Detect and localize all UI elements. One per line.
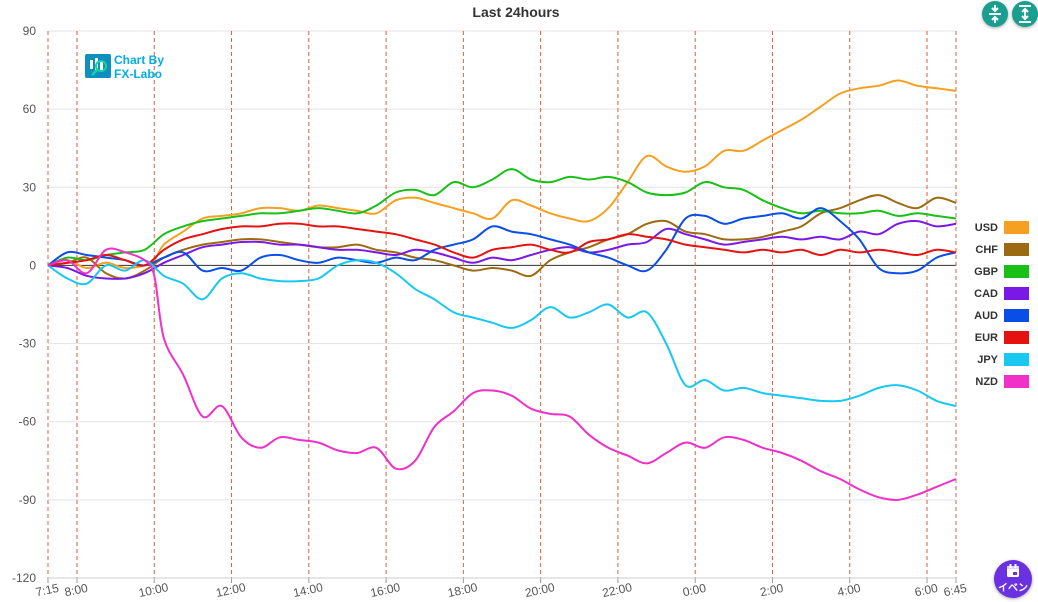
series-line-eur [47,222,957,267]
legend-label-nzd: NZD [975,376,998,388]
expand-vertical-button[interactable] [1012,1,1038,27]
expand-vertical-icon [1019,5,1031,23]
x-tick-label: 6:00 [913,581,939,600]
x-tick-label: 16:00 [369,580,402,600]
x-tick-label: 6:45 [942,581,968,600]
y-tick-label: -30 [19,337,37,351]
legend-swatch-eur [1004,331,1029,344]
y-tick-label: 0 [29,258,36,272]
legend-swatch-jpy [1004,353,1029,366]
y-axis: 90 60 30 0 -30 -60 -90 -120 [12,24,36,585]
x-tick-label: 0:00 [681,581,707,600]
chart-lines [47,79,957,501]
logo-line2: FX-Labo [114,67,162,81]
x-tick-label: 22:00 [601,580,634,600]
logo-magnifier-handle [91,69,98,76]
legend-swatch-usd [1004,221,1029,234]
series-line-gbp [47,168,957,267]
series-line-nzd [47,247,957,501]
event-calendar-button[interactable]: イベン [994,560,1032,598]
logo-magnifier-icon [95,60,107,72]
x-tick-label: 14:00 [292,580,325,600]
y-tick-label: -60 [19,415,37,429]
legend-label-eur: EUR [975,332,998,344]
logo-bar-icon [100,62,103,70]
legend-label-jpy: JPY [977,354,998,366]
compress-vertical-icon [989,5,1001,23]
legend-label-chf: CHF [975,244,998,256]
x-tick-label: 10:00 [137,580,170,600]
legend-swatch-cad [1004,287,1029,300]
legend-swatch-gbp [1004,265,1029,278]
y-tick-label: 90 [23,24,37,38]
y-tick-label: 60 [23,102,37,116]
legend-swatch-nzd [1004,375,1029,388]
legend-label-aud: AUD [974,310,998,322]
x-tick-label: 7:15 [34,581,60,600]
x-tick-label: 2:00 [759,581,785,600]
legend-swatch-chf [1004,243,1029,256]
series-line-usd [47,79,957,270]
series-line-cad [47,220,957,280]
series-line-chf [47,194,957,280]
chart-legend: USD CHF GBP CAD AUD EUR JPY NZD [974,221,1029,388]
chart-grid [47,30,957,579]
calendar-icon [1007,564,1019,577]
compress-vertical-button[interactable] [982,1,1008,27]
legend-label-usd: USD [975,222,998,234]
x-tick-label: 12:00 [215,580,248,600]
y-tick-label: 30 [23,180,37,194]
x-tick-label: 18:00 [446,580,479,600]
series-line-jpy [47,259,957,408]
logo-bar-icon [90,60,93,69]
x-tick-label: 20:00 [524,580,557,600]
series-line-aud [47,207,957,275]
legend-swatch-aud [1004,309,1029,322]
x-axis: 7:15 8:00 10:00 12:00 14:00 16:00 18:00 20:00 22… [34,577,968,600]
legend-label-gbp: GBP [974,266,998,278]
fx-labo-logo: Chart By FX-Labo [85,53,164,81]
legend-label-cad: CAD [974,288,998,300]
logo-line1: Chart By [114,53,164,67]
x-tick-label: 4:00 [836,581,862,600]
y-tick-label: -90 [19,493,37,507]
chart-title: Last 24hours [472,4,559,20]
y-tick-label: -120 [12,571,36,585]
event-button-label: イベン [998,583,1028,594]
x-tick-label: 8:00 [63,581,89,600]
